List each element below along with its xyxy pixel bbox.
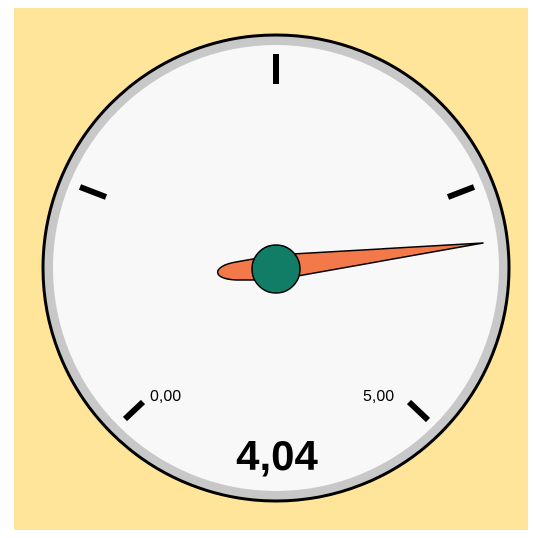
tick-upper-right bbox=[446, 184, 476, 200]
gauge-ticks bbox=[78, 54, 476, 423]
tick-max bbox=[406, 399, 431, 423]
value-readout: 4,04 bbox=[236, 432, 318, 479]
max-label: 5,00 bbox=[363, 388, 394, 405]
tick-upper-left bbox=[78, 184, 108, 200]
tick-min bbox=[122, 399, 146, 422]
min-label: 0,00 bbox=[150, 388, 181, 405]
needle-hub bbox=[251, 244, 301, 294]
